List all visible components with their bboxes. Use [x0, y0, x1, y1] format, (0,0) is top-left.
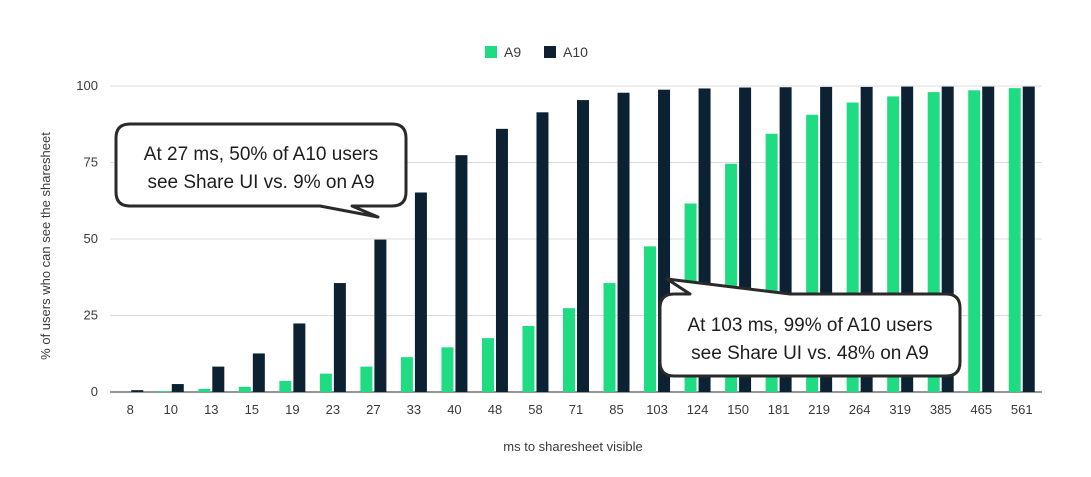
bar-a10-13 — [212, 366, 225, 392]
x-tick-label: 23 — [326, 402, 340, 417]
bar-a10-85 — [617, 92, 630, 393]
x-tick-label: 124 — [687, 402, 709, 417]
callout-line-2: see Share UI vs. 9% on A9 — [147, 172, 374, 193]
y-tick-label: 50 — [84, 231, 98, 246]
bar-a9-19 — [279, 380, 292, 392]
bar-a9-465 — [968, 90, 981, 392]
bar-a9-85 — [603, 283, 616, 392]
x-tick-label: 71 — [569, 402, 583, 417]
legend-swatch-a10 — [544, 46, 556, 58]
callout-line-2: see Share UI vs. 48% on A9 — [691, 343, 929, 364]
x-tick-label: 219 — [808, 402, 830, 417]
x-tick-label: 27 — [366, 402, 380, 417]
x-tick-label: 264 — [849, 402, 871, 417]
callout-27ms: At 27 ms, 50% of A10 users see Share UI … — [114, 122, 408, 219]
x-tick-label: 319 — [889, 402, 911, 417]
bar-a9-58 — [522, 325, 535, 392]
bar-a10-40 — [455, 155, 468, 392]
bar-a9-13 — [198, 388, 211, 392]
legend: A9 A10 — [485, 44, 588, 60]
bar-a10-15 — [252, 353, 265, 392]
bar-a10-561 — [1022, 86, 1035, 392]
bar-a10-71 — [577, 100, 589, 393]
legend-label-a10: A10 — [563, 44, 588, 60]
bar-a10-19 — [293, 323, 306, 392]
x-tick-label: 181 — [768, 402, 790, 417]
bar-a10-23 — [333, 283, 346, 392]
bar-a10-58 — [536, 112, 549, 392]
x-tick-label: 561 — [1011, 402, 1033, 417]
y-axis-title: % of users who can see the sharesheet — [38, 132, 53, 360]
bar-a9-33 — [400, 357, 413, 392]
x-tick-label: 58 — [528, 402, 542, 417]
legend-label-a9: A9 — [504, 44, 521, 60]
callout-line-1: At 103 ms, 99% of A10 users — [687, 315, 932, 336]
bar-a9-48 — [481, 338, 494, 392]
bar-a9-71 — [563, 308, 575, 392]
bar-a10-48 — [495, 128, 508, 392]
x-tick-labels: 8 10 13 15 19 23 27 33 40 48 58 71 85 103 124 150 181 219… — [127, 402, 1033, 417]
x-tick-label: 15 — [245, 402, 259, 417]
bar-a10-27 — [374, 239, 387, 392]
bar-a10-33 — [414, 192, 427, 392]
bar-a9-40 — [441, 347, 454, 392]
x-tick-label: 150 — [727, 402, 749, 417]
x-tick-label: 465 — [970, 402, 992, 417]
x-tick-label: 33 — [407, 402, 421, 417]
bar-a9-15 — [238, 386, 251, 392]
y-tick-labels: 0 25 50 75 100 — [76, 78, 98, 399]
x-tick-label: 10 — [164, 402, 178, 417]
bar-a10-8 — [131, 390, 144, 392]
callout-bubble — [658, 277, 962, 378]
x-tick-label: 13 — [204, 402, 218, 417]
y-tick-label: 100 — [76, 78, 98, 93]
legend-swatch-a9 — [485, 46, 497, 58]
bar-a9-103 — [644, 246, 657, 392]
x-tick-label: 103 — [646, 402, 668, 417]
y-tick-label: 75 — [84, 155, 98, 170]
callout-103ms: At 103 ms, 99% of A10 users see Share UI… — [658, 277, 962, 378]
y-tick-label: 0 — [91, 384, 98, 399]
bar-a9-27 — [360, 366, 373, 392]
bar-a10-10 — [171, 384, 184, 392]
y-tick-label: 25 — [84, 308, 98, 323]
bar-a10-465 — [982, 86, 995, 392]
callout-bubble — [114, 122, 408, 219]
x-tick-label: 19 — [285, 402, 299, 417]
x-tick-label: 85 — [609, 402, 623, 417]
x-tick-label: 40 — [447, 402, 461, 417]
bar-a9-23 — [319, 373, 332, 392]
x-tick-label: 8 — [127, 402, 134, 417]
bar-a9-10 — [157, 391, 170, 392]
x-tick-label: 385 — [930, 402, 952, 417]
x-axis-title: ms to sharesheet visible — [503, 439, 642, 454]
bar-a9-561 — [1008, 88, 1021, 392]
callout-line-1: At 27 ms, 50% of A10 users — [144, 144, 378, 165]
x-tick-label: 48 — [488, 402, 502, 417]
